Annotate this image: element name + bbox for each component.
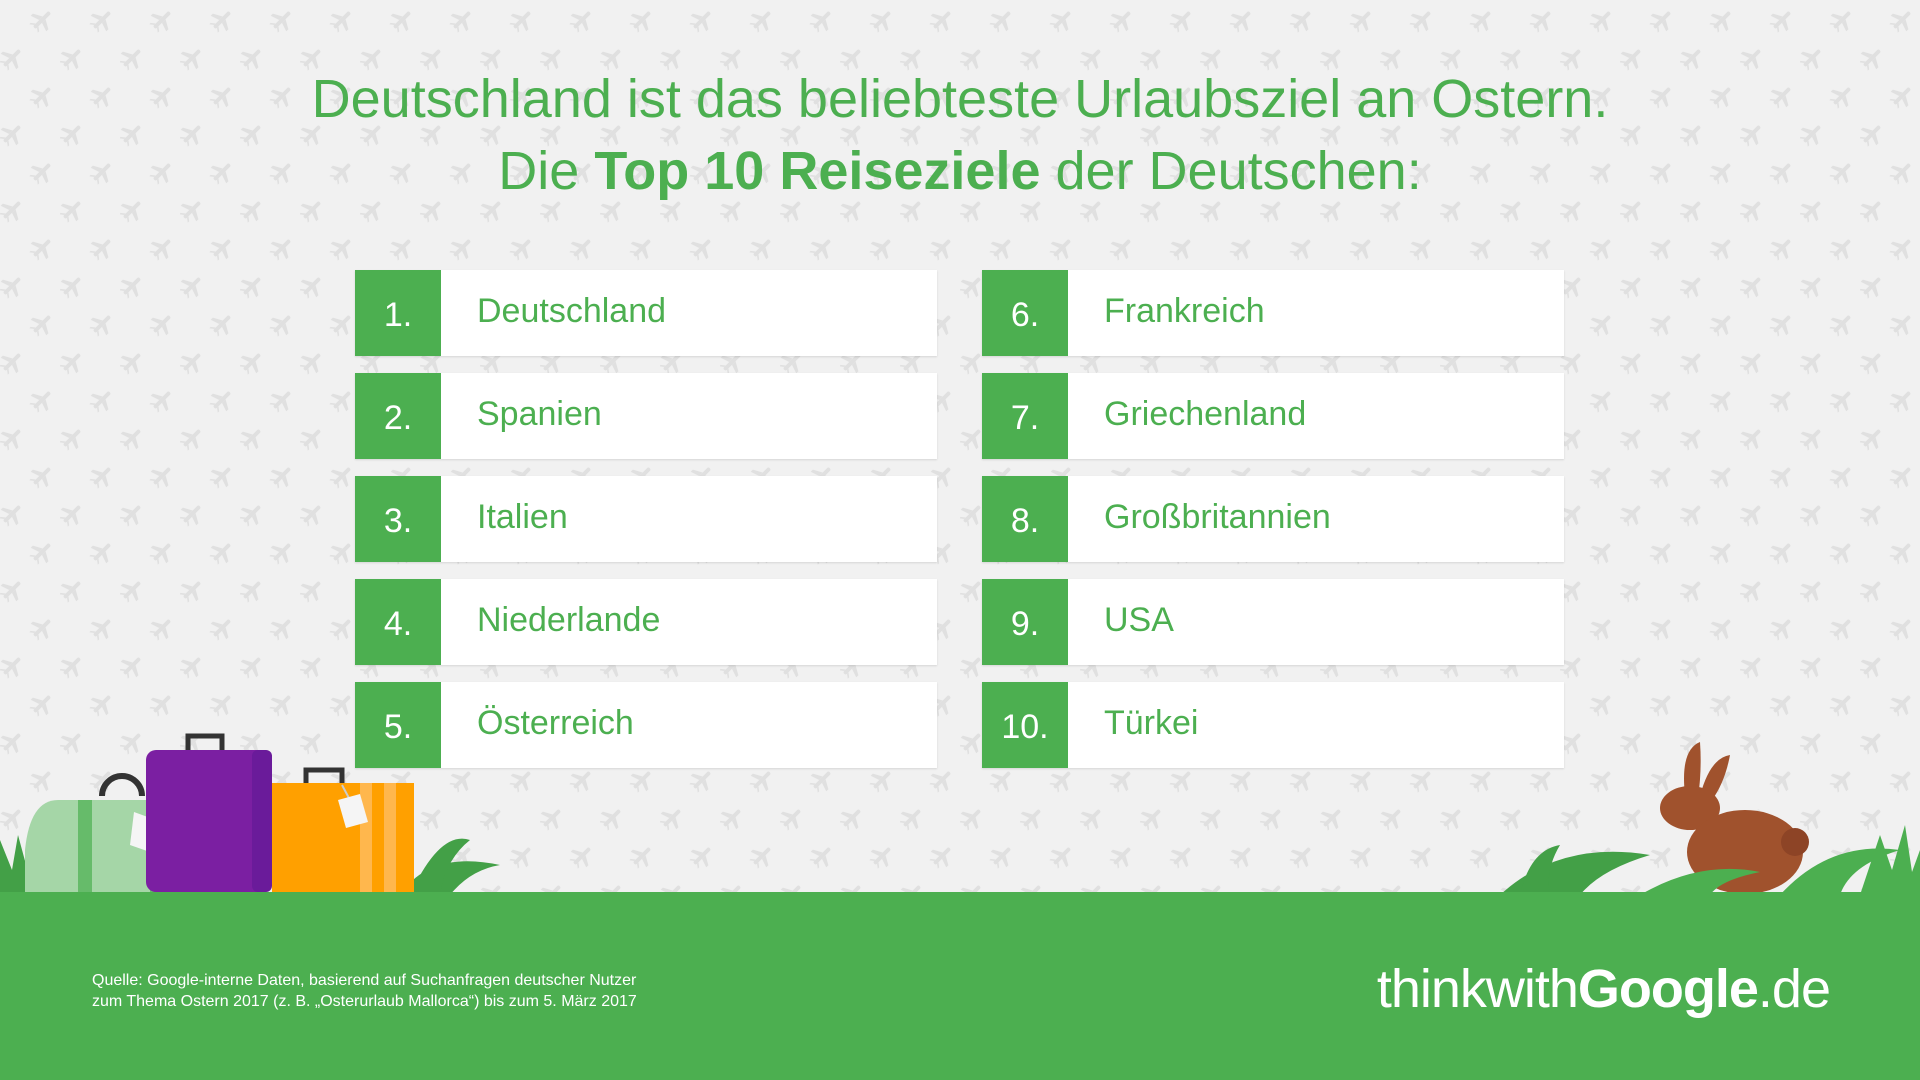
destination-name: Österreich [441, 682, 937, 768]
illustration-scene [0, 733, 1920, 895]
think-with-google-logo: thinkwithGoogle.de [1376, 958, 1831, 1020]
airplane-pattern-background [0, 0, 1920, 895]
destination-name: Spanien [441, 373, 937, 459]
rank-number: 2. [355, 373, 441, 459]
ranking-item-6: 6. Frankreich [982, 270, 1564, 356]
headline-line-2: Die Top 10 Reiseziele der Deutschen: [0, 144, 1920, 198]
brand-google: Google [1577, 959, 1759, 1019]
rank-number: 8. [982, 476, 1068, 562]
ground-footer [0, 892, 1920, 1080]
rank-number: 9. [982, 579, 1068, 665]
source-line-2: zum Thema Ostern 2017 (z. B. „Osterurlau… [92, 993, 637, 1010]
destination-name: Frankreich [1068, 270, 1564, 356]
ranking-item-7: 7. Griechenland [982, 373, 1564, 459]
ranking-item-9: 9. USA [982, 579, 1564, 665]
ranking-list-right: 6. Frankreich 7. Griechenland 8. Großbritan… [982, 270, 1564, 785]
headline-line-1: Deutschland ist das beliebteste Urlaubsz… [311, 69, 1609, 129]
source-line-1: Quelle: Google-interne Daten, basierend … [92, 972, 637, 989]
rank-number: 4. [355, 579, 441, 665]
ranking-item-3: 3. Italien [355, 476, 937, 562]
destination-name: Italien [441, 476, 937, 562]
source-note: Quelle: Google-interne Daten, basierend … [92, 970, 637, 1012]
ranking-item-2: 2. Spanien [355, 373, 937, 459]
destination-name: Großbritannien [1068, 476, 1564, 562]
rank-number: 1. [355, 270, 441, 356]
headline-prefix: Die [498, 141, 595, 201]
destination-name: Niederlande [441, 579, 937, 665]
destination-name: USA [1068, 579, 1564, 665]
ranking-item-8: 8. Großbritannien [982, 476, 1564, 562]
grass-icon [1640, 825, 1920, 895]
ranking-item-4: 4. Niederlande [355, 579, 937, 665]
purple-suitcase-icon [146, 733, 272, 892]
brand-tld: .de [1757, 959, 1831, 1019]
destination-name: Deutschland [441, 270, 937, 356]
ranking-item-1: 1. Deutschland [355, 270, 937, 356]
headline-highlight: Top 10 Reiseziele [594, 141, 1041, 201]
rank-number: 6. [982, 270, 1068, 356]
grass-icon [1500, 845, 1650, 895]
rank-number: 5. [355, 682, 441, 768]
destination-name: Türkei [1068, 682, 1564, 768]
brand-think: thinkwith [1376, 959, 1579, 1019]
rank-number: 10. [982, 682, 1068, 768]
headline-suffix: der Deutschen: [1040, 141, 1422, 201]
rank-number: 3. [355, 476, 441, 562]
destination-name: Griechenland [1068, 373, 1564, 459]
rank-number: 7. [982, 373, 1068, 459]
ranking-item-5: 5. Österreich [355, 682, 937, 768]
orange-suitcase-icon [272, 767, 414, 892]
ranking-item-10: 10. Türkei [982, 682, 1564, 768]
ranking-list-left: 1. Deutschland 2. Spanien 3. Italien 4. Nied… [355, 270, 937, 785]
